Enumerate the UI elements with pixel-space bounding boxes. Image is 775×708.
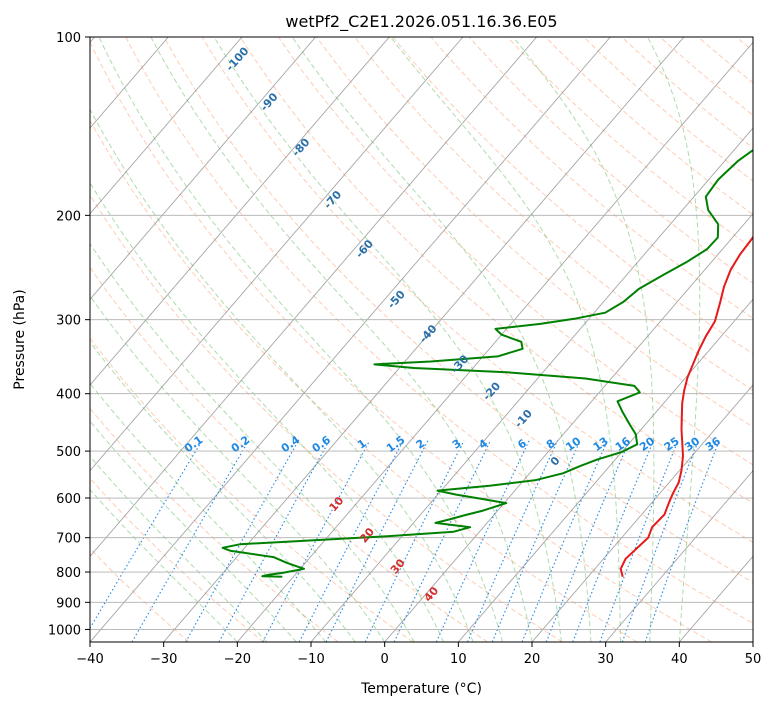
x-axis: −40 −30 −20 −10 0 10 20 30 40 50 [76,642,761,667]
x-tick-label: −30 [150,652,177,667]
x-tick-label: 20 [524,652,541,667]
dry-adiabat-line [392,37,753,355]
moist-adiabat-line [647,37,701,642]
dry-adiabat-line [90,477,264,642]
chart-title: wetPf2_C2E1.2026.051.16.36.E05 [285,12,557,32]
x-tick-label: −20 [224,652,251,667]
moist-adiabat-line [90,181,445,642]
dry-adiabat-line [90,266,488,642]
isotherm-line [163,37,685,642]
mixing-ratio-line [90,440,203,630]
moist-adiabats [90,37,701,642]
x-tick-label: −40 [76,652,103,667]
dry-adiabat-line [90,194,563,642]
isotherm-line [236,41,753,642]
x-tick-label: 0 [381,652,389,667]
x-tick-label: 30 [597,652,614,667]
mixing-ratio-line [218,440,330,642]
profile-series [221,148,753,578]
isotherm-line [90,37,464,472]
y-tick-label: 1000 [48,623,81,638]
mixing-ratio-line [131,440,250,642]
moist-adiabat-line [90,455,268,642]
plot-background [90,37,753,642]
isotherm-line [752,641,753,642]
mixing-ratio-line [325,440,429,642]
moist-adiabat-line [98,37,503,642]
y-tick-label: 600 [56,492,81,507]
x-axis-label: Temperature (°C) [360,681,482,697]
moist-adiabat-line [90,108,474,642]
y-tick-label: 700 [56,532,81,547]
x-tick-label: 40 [671,652,688,667]
dry-adiabat-line [163,37,753,583]
dry-adiabat-line [125,37,753,624]
y-tick-label: 400 [56,388,81,403]
dry-adiabat-line [354,37,753,391]
moist-adiabat-line [90,341,356,642]
x-tick-label: 10 [450,652,467,667]
plot-area: 0.1 0.2 0.4 0.6 1 1.5 2 3 4 6 8 10 13 16 20 25 30 36-100-… [90,37,753,642]
moist-adiabat-line [90,382,327,642]
moist-adiabat-line [512,37,655,642]
dry-adiabat-line [277,37,753,466]
moist-adiabat-line [90,242,415,642]
mixing-ratio-line [364,440,465,642]
moist-adiabat-line [213,37,562,642]
isotherm-line [90,37,316,301]
y-tick-label: 900 [56,596,81,611]
moist-adiabat-line [291,37,592,642]
mixing-ratio-line [491,440,581,642]
isotherm-line [90,37,537,558]
isotherm-line [605,469,753,642]
moist-adiabat-line [90,295,386,642]
mixing-ratio-line [621,440,700,642]
mixing-ratio-lines [90,440,720,642]
y-tick-label: 100 [56,31,81,46]
y-axis: 100 200 300 400 500 600 700 800 900 1000 [48,31,90,638]
isotherm-line [310,127,753,642]
temperature-profile-line [619,235,753,578]
plot-frame [89,36,754,643]
isotherm-line [90,37,611,642]
isotherm-line [531,384,753,642]
isotherms [90,37,753,642]
y-tick-label: 200 [56,209,81,224]
isotherm-line [457,298,753,642]
mixing-ratio-line [185,440,299,642]
y-axis-label: Pressure (hPa) [12,289,28,389]
dry-adiabat-line [468,37,753,284]
dewpoint-profile-line [221,148,753,578]
mixing-ratio-line [435,440,530,642]
moist-adiabat-line [90,488,238,642]
mixing-ratio-line [521,440,608,642]
x-tick-label: −10 [297,652,324,667]
y-tick-label: 500 [56,445,81,460]
isotherm-line [384,213,753,642]
isotherm-line [90,37,243,215]
isotherm-line [90,37,390,386]
pressure-gridlines [90,37,753,630]
moist-adiabat-line [90,420,297,642]
dry-adiabat-line [239,37,753,504]
mixing-ratio-line [644,440,720,642]
y-tick-label: 800 [56,566,81,581]
moist-adiabat-line [390,37,621,642]
dry-adiabat-line [90,407,339,642]
mixing-ratio-line [466,440,559,642]
x-tick-label: 50 [745,652,762,667]
dry-adiabat-line [90,119,638,642]
y-tick-label: 300 [56,314,81,329]
